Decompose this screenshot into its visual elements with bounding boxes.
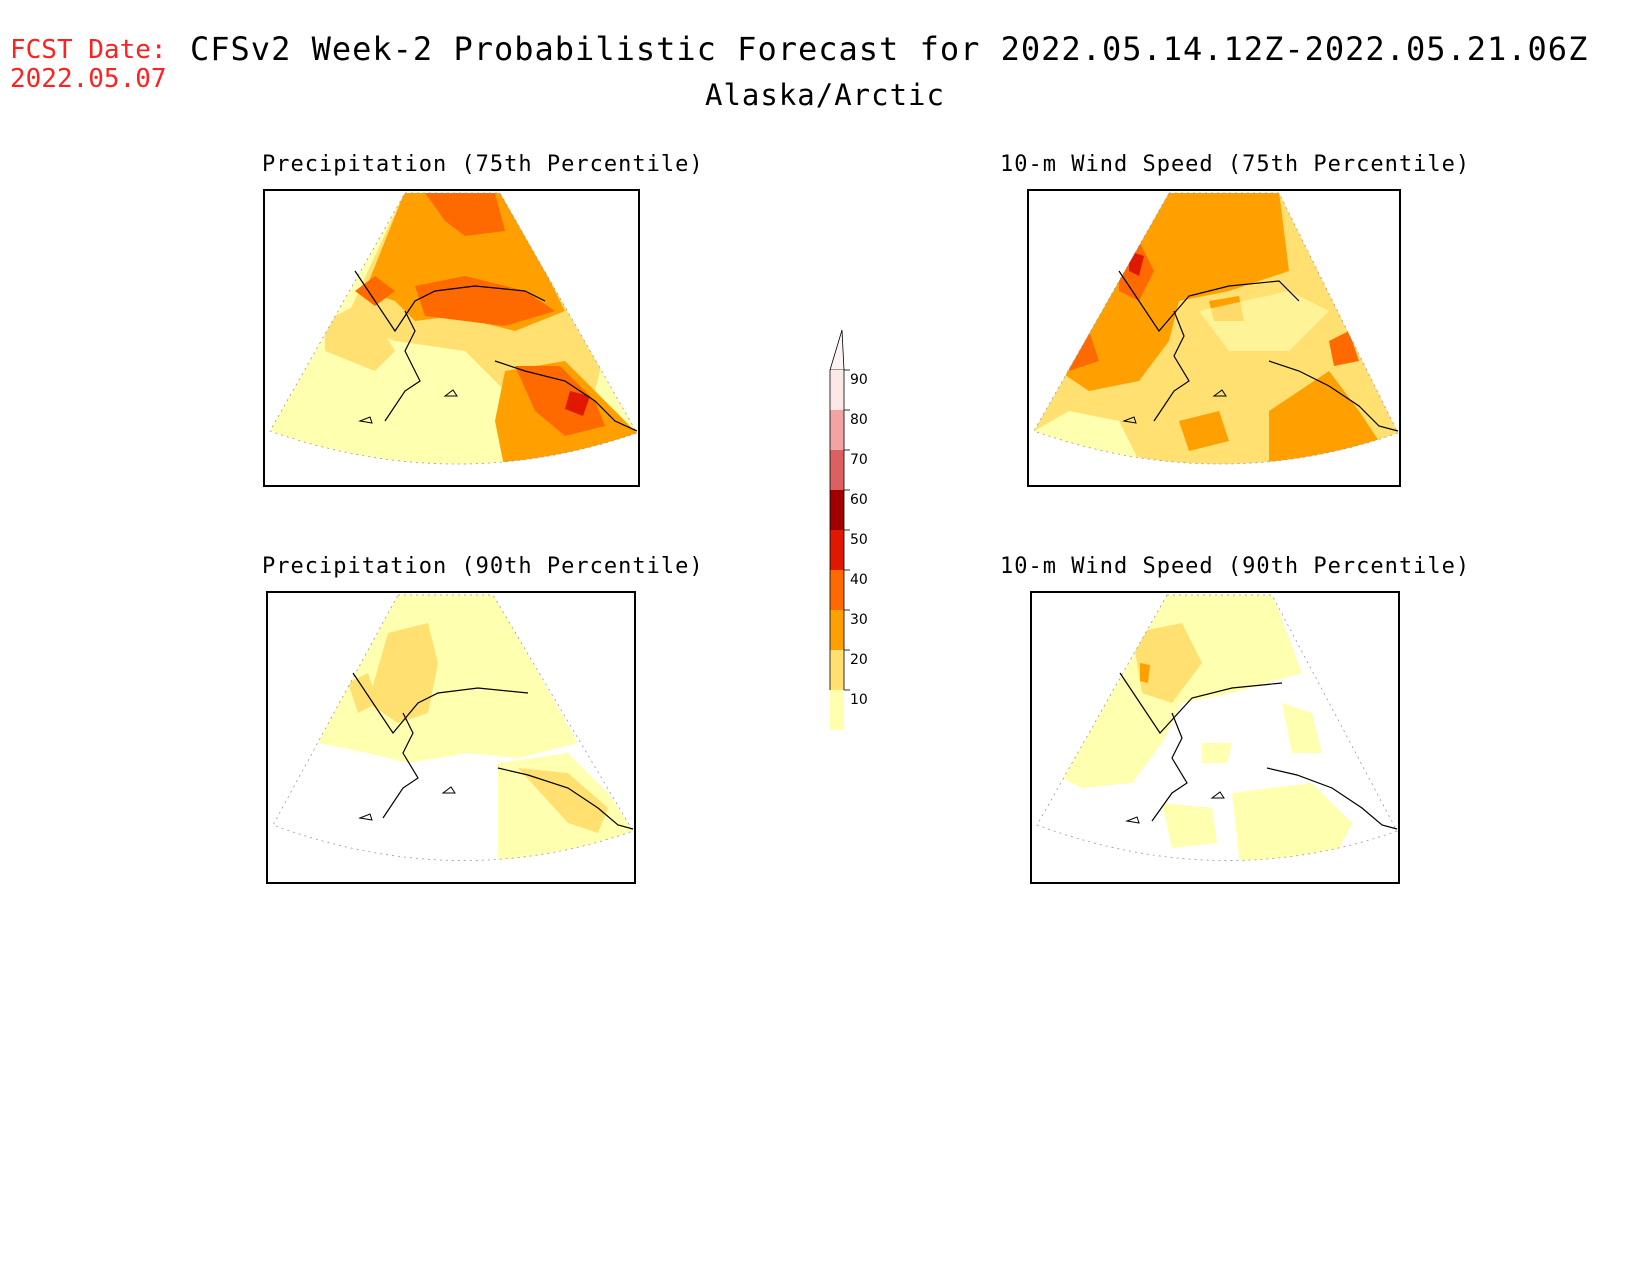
colorbar-tick-label: 90 bbox=[850, 372, 868, 388]
colorbar-swatch bbox=[830, 450, 844, 490]
map-precip75-svg bbox=[269, 192, 638, 465]
panel-title-wind75: 10-m Wind Speed (75th Percentile) bbox=[1000, 152, 1471, 177]
colorbar-tick-label: 50 bbox=[850, 532, 868, 548]
colorbar-tick-label: 70 bbox=[850, 452, 868, 468]
colorbar-swatch bbox=[830, 370, 844, 410]
colorbar-swatch bbox=[830, 690, 844, 730]
colorbar bbox=[829, 330, 850, 730]
colorbar-swatch bbox=[830, 410, 844, 450]
colorbar-tick-label: 10 bbox=[850, 692, 868, 708]
colorbar-swatch bbox=[830, 570, 844, 610]
colorbar-swatch bbox=[830, 610, 844, 650]
colorbar-swatch bbox=[830, 530, 844, 570]
map-wind75 bbox=[1027, 189, 1401, 487]
colorbar-tick-label: 60 bbox=[850, 492, 868, 508]
map-precip75 bbox=[263, 189, 640, 487]
colorbar-swatch bbox=[830, 650, 844, 690]
panel-title-wind90: 10-m Wind Speed (90th Percentile) bbox=[1000, 554, 1471, 579]
colorbar-tick-label: 40 bbox=[850, 572, 868, 588]
map-wind90 bbox=[1030, 591, 1400, 884]
fcst-date-label: FCST Date: bbox=[10, 35, 167, 65]
colorbar-tick-label: 80 bbox=[850, 412, 868, 428]
fcst-date-value: 2022.05.07 bbox=[10, 64, 167, 94]
colorbar-tick-label: 20 bbox=[850, 652, 868, 668]
colorbar-tick-label: 30 bbox=[850, 612, 868, 628]
map-precip90 bbox=[266, 591, 636, 884]
map-wind90-svg bbox=[1036, 594, 1398, 861]
forecast-date-block: FCST Date: 2022.05.07 bbox=[10, 36, 167, 94]
colorbar-swatch bbox=[830, 490, 844, 530]
panel-title-precip90: Precipitation (90th Percentile) bbox=[262, 554, 704, 579]
region-title: Alaska/Arctic bbox=[705, 78, 945, 112]
panel-title-precip75: Precipitation (75th Percentile) bbox=[262, 152, 704, 177]
page-title: CFSv2 Week-2 Probabilistic Forecast for … bbox=[190, 30, 1589, 68]
map-wind75-svg bbox=[1033, 192, 1399, 465]
map-precip90-svg bbox=[272, 594, 634, 861]
colorbar-top-extension bbox=[829, 330, 845, 371]
